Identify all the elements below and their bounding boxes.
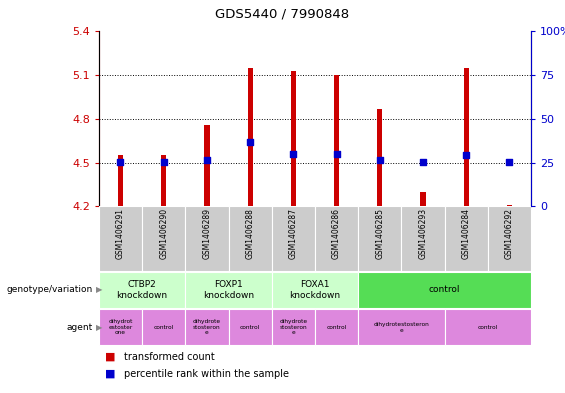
Bar (358, 309, 445, 345)
Text: percentile rank within the sample: percentile rank within the sample (124, 369, 289, 379)
Text: GSM1406293: GSM1406293 (419, 208, 428, 259)
Text: CTBP2
knockdown: CTBP2 knockdown (116, 280, 168, 299)
Text: GSM1406285: GSM1406285 (375, 208, 384, 259)
Text: agent: agent (67, 323, 93, 332)
Text: ■: ■ (105, 352, 115, 362)
Point (462, 151, 471, 158)
Bar (185, 206, 228, 271)
Text: GDS5440 / 7990848: GDS5440 / 7990848 (215, 8, 350, 21)
Bar (377, 109, 383, 206)
Text: genotype/variation: genotype/variation (7, 285, 93, 294)
Bar (99, 206, 142, 271)
Point (116, 159, 125, 165)
Text: ■: ■ (105, 369, 115, 379)
Point (505, 159, 514, 165)
Text: dihydrotestosteron
e: dihydrotestosteron e (373, 322, 429, 332)
Text: GSM1406290: GSM1406290 (159, 208, 168, 259)
Point (289, 151, 298, 157)
Text: control: control (478, 325, 498, 330)
Bar (185, 272, 272, 308)
Text: GSM1406284: GSM1406284 (462, 208, 471, 259)
Bar (291, 71, 296, 206)
Text: ▶: ▶ (96, 285, 103, 294)
Bar (185, 309, 228, 345)
Text: dihydrote
stosteron
e: dihydrote stosteron e (279, 319, 307, 336)
Bar (358, 272, 531, 308)
Text: dihydrote
stosteron
e: dihydrote stosteron e (193, 319, 221, 336)
Text: control: control (240, 325, 260, 330)
Point (159, 159, 168, 165)
Point (332, 151, 341, 157)
Text: control: control (429, 285, 460, 294)
Point (375, 156, 384, 163)
Bar (315, 309, 358, 345)
Bar (420, 192, 425, 206)
Bar (142, 206, 185, 271)
Bar (205, 125, 210, 206)
Bar (99, 309, 142, 345)
Bar (142, 309, 185, 345)
Bar (161, 155, 166, 206)
Bar (488, 206, 531, 271)
Bar (228, 206, 272, 271)
Point (246, 139, 255, 145)
Text: GSM1406286: GSM1406286 (332, 208, 341, 259)
Text: GSM1406291: GSM1406291 (116, 208, 125, 259)
Text: dihydrot
estoster
one: dihydrot estoster one (108, 319, 133, 336)
Bar (118, 155, 123, 206)
Text: GSM1406287: GSM1406287 (289, 208, 298, 259)
Point (202, 156, 211, 163)
Bar (272, 206, 315, 271)
Bar (401, 206, 445, 271)
Bar (445, 206, 488, 271)
Text: GSM1406289: GSM1406289 (202, 208, 211, 259)
Bar (99, 272, 185, 308)
Bar (334, 75, 339, 206)
Text: FOXP1
knockdown: FOXP1 knockdown (203, 280, 254, 299)
Bar (445, 309, 531, 345)
Bar (228, 309, 272, 345)
Bar (272, 309, 315, 345)
Bar (272, 272, 358, 308)
Text: ▶: ▶ (96, 323, 103, 332)
Text: GSM1406288: GSM1406288 (246, 208, 255, 259)
Point (419, 159, 428, 165)
Bar (507, 205, 512, 206)
Text: control: control (154, 325, 174, 330)
Text: control: control (327, 325, 347, 330)
Text: GSM1406292: GSM1406292 (505, 208, 514, 259)
Text: FOXA1
knockdown: FOXA1 knockdown (289, 280, 341, 299)
Bar (464, 68, 469, 206)
Text: transformed count: transformed count (124, 352, 215, 362)
Bar (358, 206, 402, 271)
Bar (315, 206, 358, 271)
Bar (247, 68, 253, 206)
